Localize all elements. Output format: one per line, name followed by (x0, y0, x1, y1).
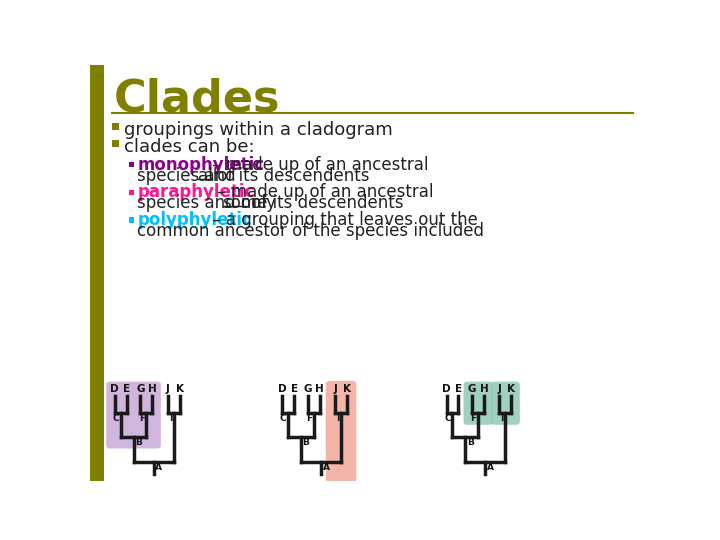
Text: B: B (467, 438, 474, 447)
Text: G: G (136, 384, 145, 394)
Text: of its descendents: of its descendents (246, 194, 403, 212)
Text: F: F (470, 414, 477, 423)
Text: I: I (336, 414, 339, 423)
Text: G: G (468, 384, 477, 394)
FancyBboxPatch shape (325, 381, 356, 482)
Text: D: D (278, 384, 287, 394)
Text: H: H (480, 384, 488, 394)
Text: all: all (198, 167, 217, 185)
Text: F: F (139, 414, 145, 423)
FancyBboxPatch shape (129, 190, 134, 195)
Text: E: E (123, 384, 130, 394)
FancyBboxPatch shape (112, 140, 119, 147)
Text: E: E (455, 384, 462, 394)
Text: H: H (148, 384, 157, 394)
Text: J: J (498, 384, 501, 394)
Text: C: C (444, 414, 451, 423)
FancyBboxPatch shape (112, 123, 119, 130)
Text: A: A (487, 463, 494, 472)
Text: D: D (442, 384, 451, 394)
Text: K: K (176, 384, 184, 394)
FancyBboxPatch shape (464, 382, 492, 425)
FancyBboxPatch shape (90, 65, 104, 481)
Text: E: E (291, 384, 297, 394)
Text: common ancestor of the species included: common ancestor of the species included (138, 222, 485, 240)
Text: B: B (135, 438, 142, 447)
Text: A: A (155, 463, 162, 472)
FancyBboxPatch shape (129, 162, 134, 167)
Text: B: B (302, 438, 310, 447)
Text: D: D (110, 384, 119, 394)
Text: groupings within a cladogram: groupings within a cladogram (124, 122, 393, 139)
Text: J: J (166, 384, 170, 394)
Text: of its descendents: of its descendents (212, 167, 369, 185)
FancyBboxPatch shape (491, 382, 520, 425)
Text: I: I (168, 414, 172, 423)
Text: G: G (304, 384, 312, 394)
Text: – a grouping that leaves out the: – a grouping that leaves out the (207, 211, 478, 229)
Text: K: K (508, 384, 516, 394)
Text: C: C (280, 414, 287, 423)
Text: A: A (323, 463, 330, 472)
Text: H: H (315, 384, 324, 394)
Text: J: J (333, 384, 337, 394)
Text: Clades: Clades (113, 78, 280, 121)
Text: I: I (500, 414, 504, 423)
FancyBboxPatch shape (129, 217, 134, 222)
FancyBboxPatch shape (107, 382, 161, 449)
Text: some: some (222, 194, 268, 212)
Text: clades can be:: clades can be: (124, 138, 255, 156)
Text: monophyletic: monophyletic (138, 156, 264, 173)
Text: K: K (343, 384, 351, 394)
Text: species and only: species and only (138, 194, 282, 212)
Text: species and: species and (138, 167, 241, 185)
Text: – made up of an ancestral: – made up of an ancestral (212, 183, 433, 201)
Text: polyphyletic: polyphyletic (138, 211, 252, 229)
Text: C: C (112, 414, 120, 423)
Text: F: F (306, 414, 312, 423)
Text: – made up of an ancestral: – made up of an ancestral (207, 156, 428, 173)
Text: paraphyletic: paraphyletic (138, 183, 255, 201)
